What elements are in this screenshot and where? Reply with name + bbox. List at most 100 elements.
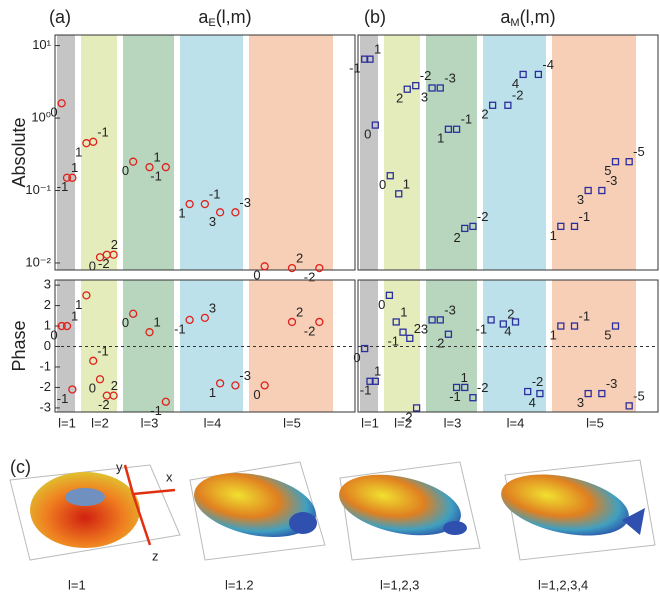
title-part: M <box>510 17 519 29</box>
point-label: -3 <box>239 368 251 383</box>
point-label: 1 <box>71 160 78 175</box>
x-tick-label: l=5 <box>586 415 604 430</box>
point-label: 1 <box>374 42 381 57</box>
point-label: 2 <box>437 336 444 351</box>
point-label: 1 <box>400 304 407 319</box>
point-label: 4 <box>529 395 536 410</box>
caption: l=1,2,3,4 <box>538 577 588 592</box>
point-label: -2 <box>401 409 413 424</box>
point-label: -1 <box>57 179 69 194</box>
point-label: -1 <box>360 383 372 398</box>
point-label: -1 <box>476 321 488 336</box>
point-label: -1 <box>579 308 591 323</box>
band <box>81 35 117 270</box>
point-label: 1 <box>550 327 557 342</box>
pattern-l12-lobe <box>289 512 317 534</box>
x-tick-label: l=4 <box>507 415 525 430</box>
point-label: -1 <box>57 391 69 406</box>
y-tick-label: 3 <box>44 277 51 292</box>
band <box>552 280 636 412</box>
point-label: -2 <box>477 380 489 395</box>
pattern-l123-lobe <box>443 521 467 535</box>
band <box>123 35 174 270</box>
axis-label: z <box>152 548 159 563</box>
point-label: -1 <box>174 321 186 336</box>
y-axis-label: Absolute <box>9 117 29 187</box>
y-tick-label: 10⁰ <box>31 109 51 124</box>
x-tick-label: l=1 <box>361 415 379 430</box>
point-label: 1 <box>461 370 468 385</box>
point-label: 0 <box>89 259 96 274</box>
point-label: -2 <box>532 374 544 389</box>
x-tick-label: l=3 <box>444 415 462 430</box>
pattern-l12 <box>188 463 322 547</box>
point-label: -4 <box>542 57 554 72</box>
point-label: 1 <box>154 150 161 165</box>
x-tick-label: l=4 <box>204 415 222 430</box>
pattern-l1234 <box>496 464 635 546</box>
point-label: -5 <box>633 388 645 403</box>
point-label: 0 <box>89 381 96 396</box>
point-label: 1 <box>154 315 161 330</box>
point-label: 3 <box>421 321 428 336</box>
point-label: 1 <box>209 385 216 400</box>
axis-label: y <box>116 459 123 474</box>
band <box>249 280 333 412</box>
point-label: 3 <box>421 89 428 104</box>
y-tick-label: -3 <box>39 399 51 414</box>
point-label: 2 <box>111 237 118 252</box>
point-label: 2 <box>296 304 303 319</box>
point-label: -3 <box>606 376 618 391</box>
point-label: -1 <box>449 389 461 404</box>
point-label: -1 <box>209 187 221 202</box>
point-label: 2 <box>396 91 403 106</box>
point-label: 0 <box>50 327 57 342</box>
title-part: (l,m) <box>216 7 252 27</box>
point-label: 1 <box>437 131 444 146</box>
x-tick-label: l=1 <box>58 415 76 430</box>
point-label: 1 <box>75 145 82 160</box>
point-label: -3 <box>444 302 456 317</box>
point-label: 4 <box>512 76 519 91</box>
y-tick-label: 10⁻² <box>25 254 51 269</box>
band <box>123 280 174 412</box>
point-label: -2 <box>98 256 110 271</box>
band <box>360 35 378 270</box>
panel-c: (c) x y z l=1 l=1.2 l=1,2,3 l=1,2,3,4 <box>10 457 655 593</box>
pattern-l123 <box>334 465 467 546</box>
point-label: 1 <box>178 206 185 221</box>
point-label: -2 <box>304 323 316 338</box>
point-label: -2 <box>477 209 489 224</box>
y-tick-label: 10¹ <box>32 37 51 52</box>
point-label: 2 <box>454 230 461 245</box>
point-label: 0 <box>253 387 260 402</box>
point-label: 0 <box>122 315 129 330</box>
panel-label: (a) <box>49 7 71 27</box>
point-label: 1 <box>75 297 82 312</box>
point-label: 2 <box>481 107 488 122</box>
point-label: -1 <box>387 334 399 349</box>
point-label: 2 <box>111 378 118 393</box>
panel-label: (b) <box>364 7 386 27</box>
point-label: 5 <box>604 163 611 178</box>
point-label: -1 <box>97 124 109 139</box>
band <box>483 35 546 270</box>
title-part: (l,m) <box>520 7 556 27</box>
point-label: -1 <box>150 403 162 418</box>
caption: l=1,2,3 <box>380 577 419 592</box>
point-label: 3 <box>577 192 584 207</box>
band <box>384 35 420 270</box>
point-label: -1 <box>97 343 109 358</box>
point-label: -2 <box>420 68 432 83</box>
y-axis-label: Phase <box>9 320 29 371</box>
band <box>552 35 636 270</box>
point-label: -3 <box>239 195 251 210</box>
point-label: -5 <box>633 144 645 159</box>
point-label: -1 <box>349 61 361 76</box>
axis-label: x <box>166 469 173 484</box>
figure: (c) x y z l=1 l=1.2 l=1,2,3 l=1,2,3,4 10… <box>0 0 660 597</box>
point-label: 2 <box>296 251 303 266</box>
point-label: 0 <box>364 127 371 142</box>
point-label: 3 <box>209 214 216 229</box>
caption: l=1 <box>68 577 86 592</box>
